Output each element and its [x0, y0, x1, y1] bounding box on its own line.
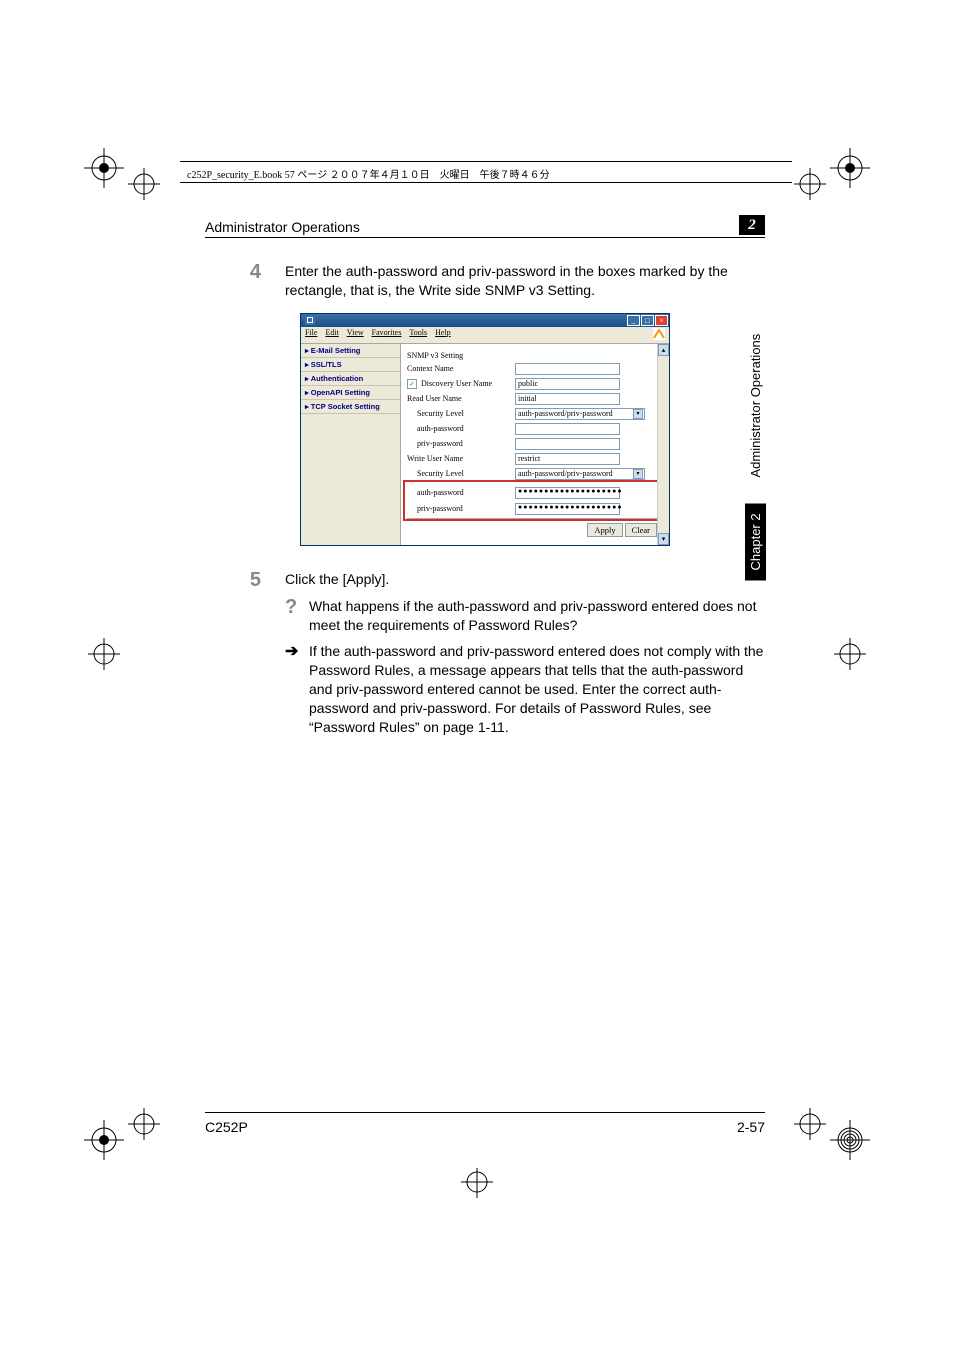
side-tab: Chapter 2 Administrator Operations — [745, 330, 766, 581]
scrollbar[interactable]: ▴ ▾ — [657, 344, 669, 545]
menu-help[interactable]: Help — [435, 328, 451, 342]
maximize-button[interactable]: □ — [641, 315, 654, 326]
write-seclevel-label: Security Level — [407, 469, 515, 478]
clear-button[interactable]: Clear — [625, 523, 657, 537]
write-privpw-input[interactable]: ●●●●●●●●●●●●●●●●●●●● — [515, 503, 620, 515]
apply-button[interactable]: Apply — [587, 523, 622, 537]
read-authpw-input[interactable] — [515, 423, 620, 435]
write-user-input[interactable] — [515, 453, 620, 465]
crop-mark — [790, 148, 870, 208]
app-window: _ □ × File Edit View Favorites Tools Hel… — [300, 313, 670, 546]
throbber-icon — [653, 328, 665, 342]
footer-left: C252P — [205, 1119, 248, 1135]
sidebar-item-openapi[interactable]: ▸OpenAPI Setting — [301, 386, 400, 400]
minimize-button[interactable]: _ — [627, 315, 640, 326]
crop-mark — [790, 1100, 870, 1160]
crop-mark — [830, 634, 890, 674]
footer-right: 2-57 — [737, 1119, 765, 1135]
discovery-user-input[interactable] — [515, 378, 620, 390]
note-question: What happens if the auth-password and pr… — [309, 597, 765, 635]
context-name-label: Context Name — [407, 364, 515, 373]
context-name-input[interactable] — [515, 363, 620, 375]
form-area: SNMP v3 Setting Context Name ✓Discovery … — [401, 344, 669, 545]
write-user-label: Write User Name — [407, 454, 515, 463]
menu-favorites[interactable]: Favorites — [372, 328, 402, 342]
menu-file[interactable]: File — [305, 328, 317, 342]
step-number: 5 — [205, 570, 285, 737]
scroll-down-icon[interactable]: ▾ — [658, 533, 669, 545]
read-authpw-label: auth-password — [407, 424, 515, 433]
chevron-down-icon: ▾ — [633, 469, 643, 479]
menu-view[interactable]: View — [347, 328, 364, 342]
crop-mark — [84, 148, 164, 208]
read-user-label: Read User Name — [407, 394, 515, 403]
crop-mark — [64, 634, 124, 674]
crop-mark — [84, 1100, 164, 1160]
discovery-checkbox[interactable]: ✓ — [407, 379, 417, 389]
header-rule — [180, 161, 792, 162]
read-seclevel-select[interactable]: auth-password/priv-password▾ — [515, 408, 645, 420]
step-number: 4 — [205, 262, 285, 300]
section-title: Administrator Operations — [205, 219, 360, 235]
sidebar-item-ssl[interactable]: ▸SSL/TLS — [301, 358, 400, 372]
menu-bar: File Edit View Favorites Tools Help — [301, 327, 669, 344]
chapter-number-badge: 2 — [739, 215, 765, 235]
side-chapter-label: Chapter 2 — [745, 503, 766, 580]
read-privpw-input[interactable] — [515, 438, 620, 450]
sidebar-item-email[interactable]: ▸E-Mail Setting — [301, 344, 400, 358]
sidebar-item-tcp[interactable]: ▸TCP Socket Setting — [301, 400, 400, 414]
read-seclevel-label: Security Level — [407, 409, 515, 418]
read-privpw-label: priv-password — [407, 439, 515, 448]
menu-tools[interactable]: Tools — [409, 328, 427, 342]
side-section-label: Administrator Operations — [746, 330, 765, 482]
highlight-rectangle: auth-password ●●●●●●●●●●●●●●●●●●●● priv-… — [403, 480, 667, 521]
question-icon: ? — [285, 597, 309, 635]
close-button[interactable]: × — [655, 315, 668, 326]
write-privpw-label: priv-password — [407, 504, 515, 513]
chevron-down-icon: ▾ — [633, 409, 643, 419]
step-text: Click the [Apply]. — [285, 570, 765, 589]
sidebar-item-auth[interactable]: ▸Authentication — [301, 372, 400, 386]
note-answer: If the auth-password and priv-password e… — [309, 642, 765, 736]
discovery-user-label: ✓Discovery User Name — [407, 379, 515, 389]
app-icon — [305, 315, 315, 325]
scroll-up-icon[interactable]: ▴ — [658, 344, 669, 356]
write-authpw-label: auth-password — [407, 488, 515, 497]
arrow-icon: ➔ — [285, 642, 309, 736]
titlebar: _ □ × — [301, 314, 669, 327]
sidebar: ▸E-Mail Setting ▸SSL/TLS ▸Authentication… — [301, 344, 401, 545]
menu-edit[interactable]: Edit — [325, 328, 338, 342]
file-info: c252P_security_E.book 57 ページ ２００７年４月１０日 … — [187, 166, 550, 181]
crop-mark — [452, 1168, 502, 1208]
read-user-input[interactable] — [515, 393, 620, 405]
step-text: Enter the auth-password and priv-passwor… — [285, 262, 765, 300]
write-authpw-input[interactable]: ●●●●●●●●●●●●●●●●●●●● — [515, 487, 620, 499]
header-rule — [180, 182, 792, 183]
form-heading: SNMP v3 Setting — [407, 351, 515, 360]
write-seclevel-select[interactable]: auth-password/priv-password▾ — [515, 468, 645, 480]
